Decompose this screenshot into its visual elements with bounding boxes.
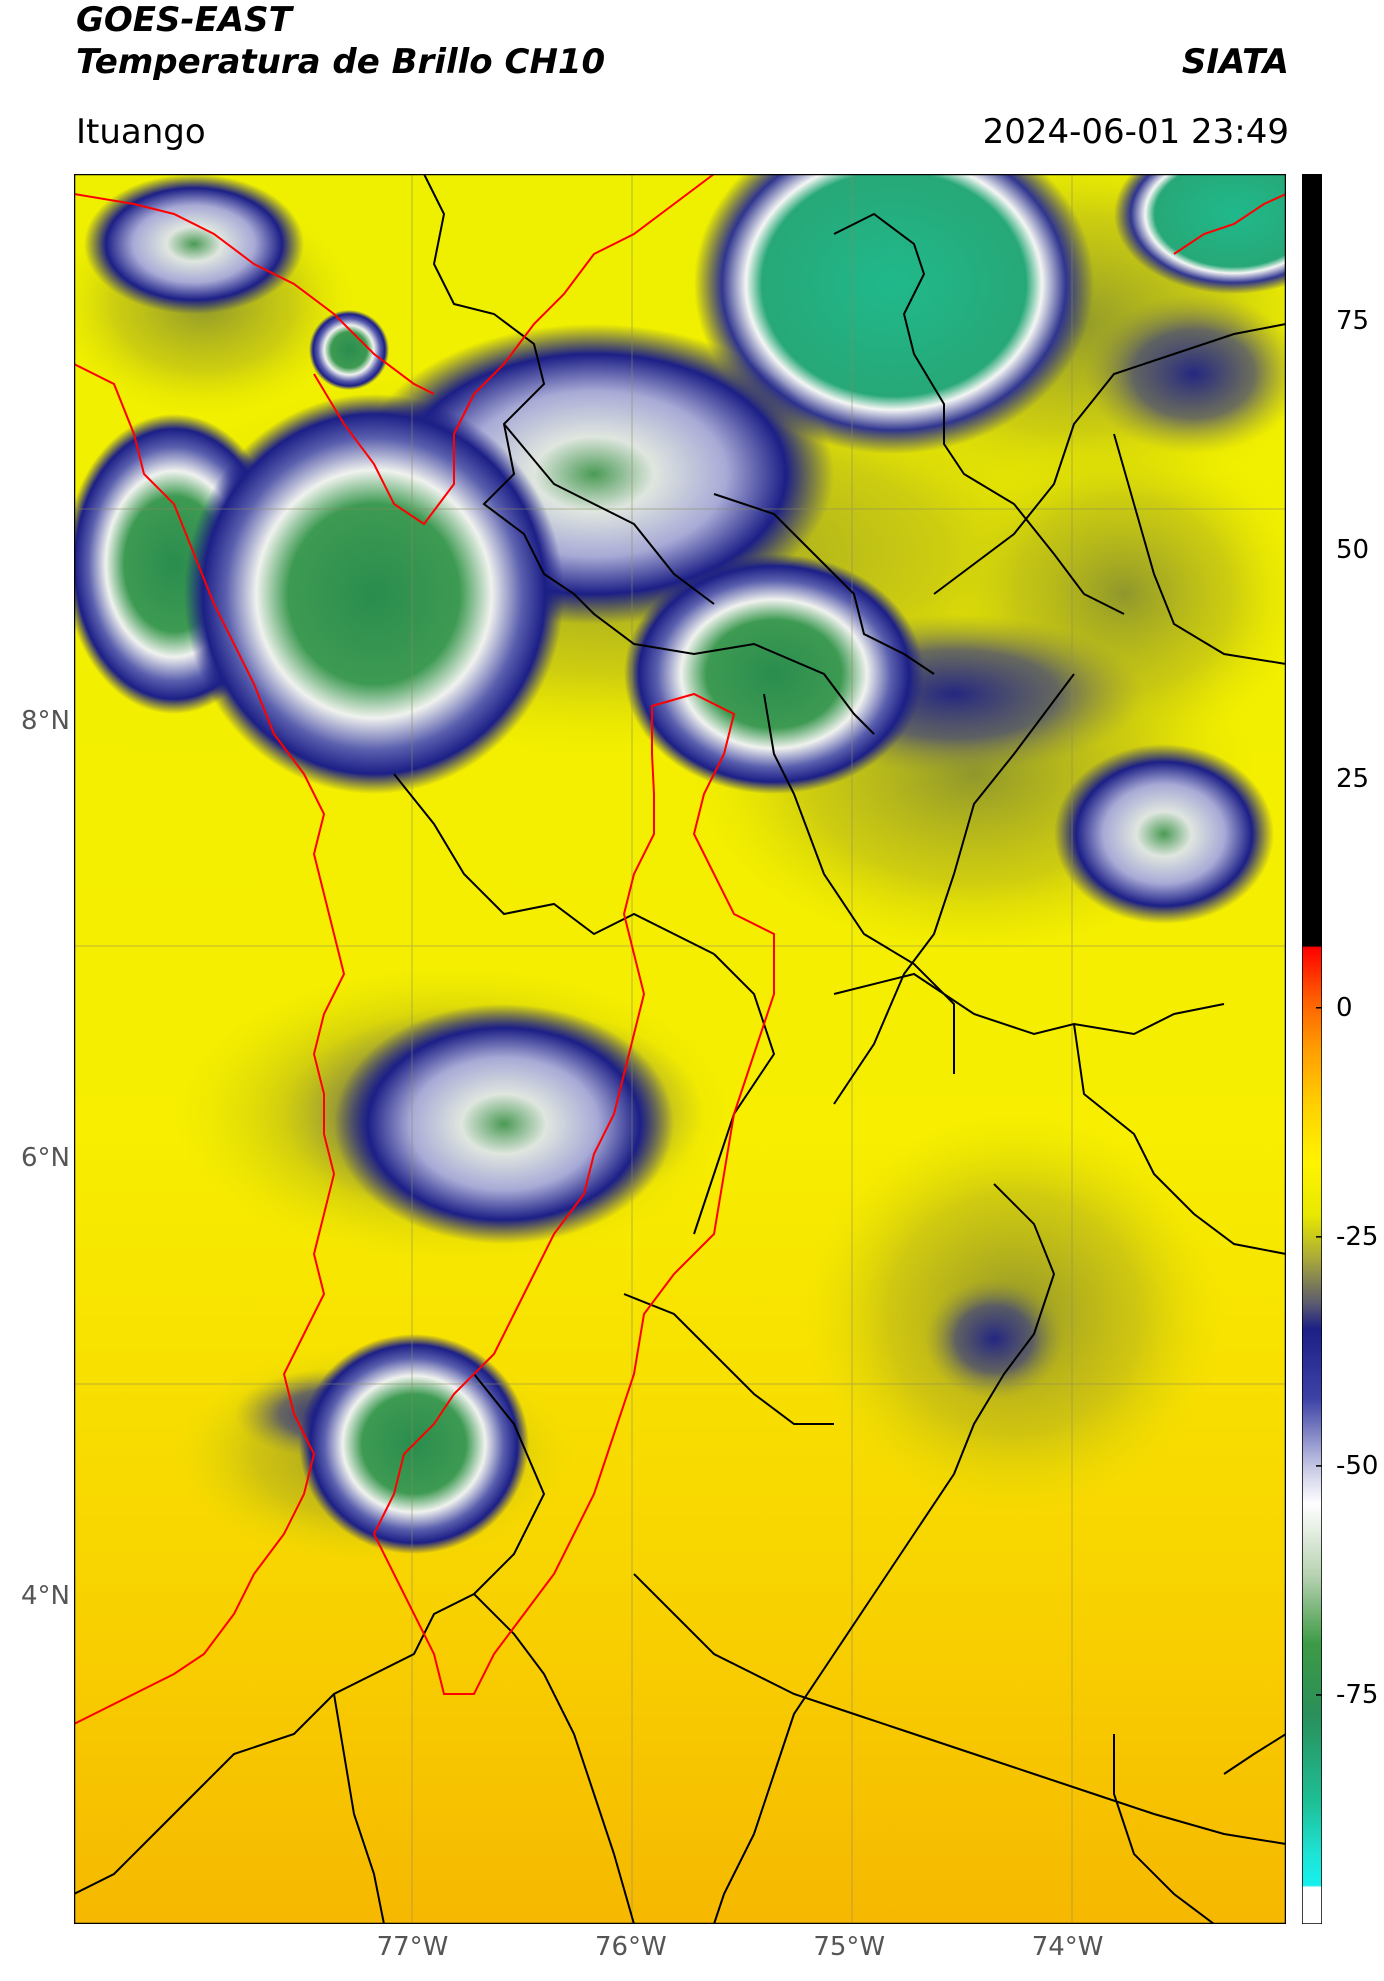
timestamp-label: 2024-06-01 23:49: [982, 112, 1289, 152]
lon-tick-label: 77°W: [376, 1932, 449, 1962]
colorbar-tick-label: 50: [1336, 534, 1370, 565]
brand-label: SIATA: [1181, 42, 1289, 82]
red-borders: [74, 174, 1286, 1725]
cloud-top-north: [694, 174, 1094, 454]
colorbar: [1302, 174, 1322, 1924]
colorbar-tick-label: 25: [1336, 763, 1370, 794]
cloud-top-east: [1054, 744, 1274, 924]
map-frame: [74, 174, 1286, 1924]
lon-tick-label: 76°W: [594, 1932, 667, 1962]
colorbar-tick-label: -50: [1336, 1450, 1379, 1481]
colorbar-tick-label: -75: [1336, 1679, 1379, 1710]
colorbar-tick-label: 75: [1336, 305, 1370, 336]
colorbar-tick-label: 0: [1336, 992, 1353, 1023]
cloud-top-west: [184, 394, 564, 794]
lat-tick-label: 6°N: [21, 1143, 70, 1174]
lat-tick-label: 4°N: [21, 1580, 70, 1611]
grid-lines: [74, 174, 1286, 1924]
colorbar-tick-label: -25: [1336, 1221, 1379, 1252]
cloud-top-pacific: [334, 1004, 674, 1244]
satellite-map: [74, 174, 1286, 1924]
colorbar-scale: [1302, 174, 1322, 1924]
satellite-title: GOES-EAST: [76, 0, 292, 40]
lon-tick-label: 75°W: [813, 1932, 886, 1962]
colorbar-tick-marks: [1316, 319, 1322, 1696]
region-label: Ituango: [76, 112, 206, 152]
department-borders: [74, 174, 1286, 1924]
product-title: Temperatura de Brillo CH10: [76, 42, 606, 82]
lon-tick-label: 74°W: [1031, 1932, 1104, 1962]
lat-tick-label: 8°N: [21, 705, 70, 736]
